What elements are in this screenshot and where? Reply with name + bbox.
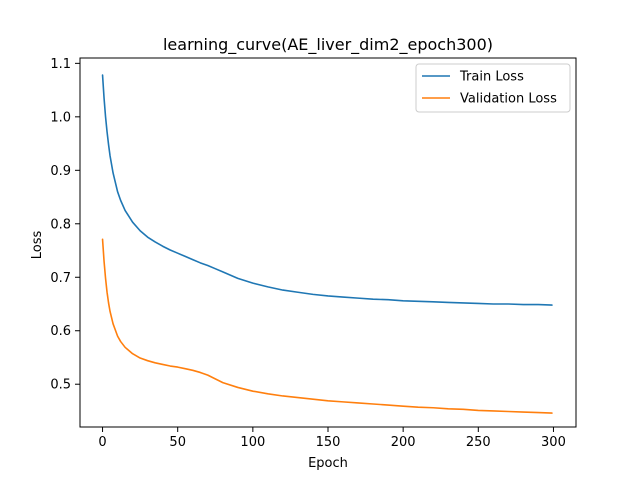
y-axis-label: Loss: [30, 231, 45, 260]
x-tick-label: 0: [98, 435, 106, 450]
series-line-train-loss: [101, 74, 553, 306]
legend-box: [415, 63, 571, 113]
x-tick-label: 50: [169, 435, 186, 450]
legend-label: Train Loss: [459, 70, 524, 85]
y-axis: 0.5 0.6 0.7 0.8 0.9 1.0 1.1: [50, 57, 80, 393]
y-tick-label: 0.5: [50, 378, 71, 393]
x-tick-label: 300: [541, 435, 566, 450]
legend-label: Validation Loss: [460, 92, 557, 107]
y-tick-label: 0.8: [50, 217, 71, 232]
x-axis: 0 50 100 150 200 250 300: [98, 427, 566, 450]
x-tick-label: 250: [466, 435, 491, 450]
y-tick-label: 1.0: [50, 110, 71, 125]
legend: Train Loss Validation Loss: [415, 63, 571, 113]
chart-title: learning_curve(AE_liver_dim2_epoch300): [163, 35, 493, 55]
x-axis-label: Epoch: [308, 456, 348, 471]
x-tick-label: 150: [316, 435, 341, 450]
x-tick-label: 100: [240, 435, 265, 450]
y-tick-label: 0.6: [50, 324, 71, 339]
series-layer: [101, 74, 553, 414]
series-line-validation-loss: [101, 238, 553, 414]
y-tick-label: 0.9: [50, 164, 71, 179]
y-tick-label: 1.1: [50, 57, 71, 72]
y-tick-label: 0.7: [50, 271, 71, 286]
x-tick-label: 200: [391, 435, 416, 450]
